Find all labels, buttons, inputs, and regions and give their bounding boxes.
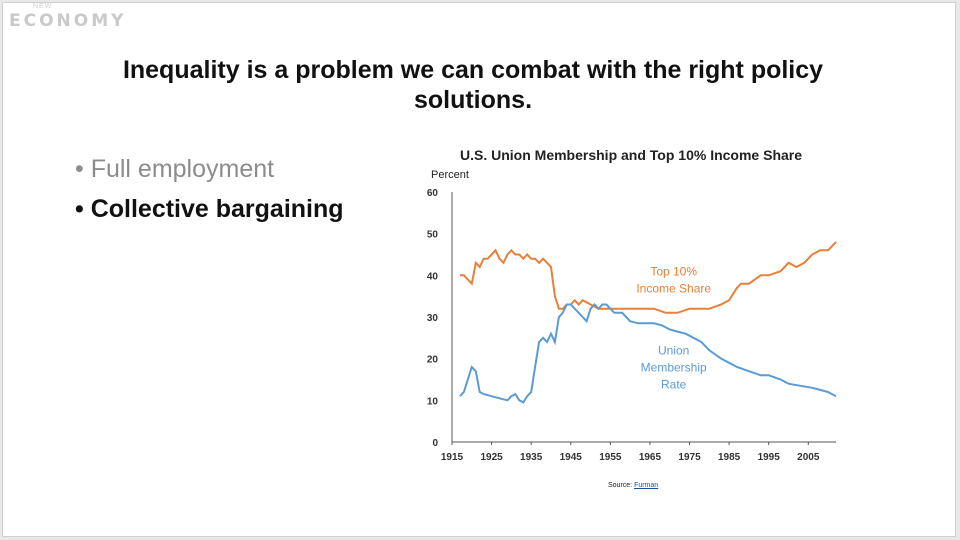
- source-label: Source:: [608, 482, 633, 489]
- y-tick-label: 0: [432, 438, 438, 449]
- series-annotation: Union: [658, 344, 689, 358]
- x-tick-label: 1915: [441, 452, 464, 463]
- series-annotation: Top 10%: [650, 264, 697, 278]
- series-annotation: Income Share: [636, 281, 711, 295]
- y-axis-label: Percent: [431, 169, 469, 181]
- x-tick-label: 1975: [678, 452, 701, 463]
- slide-title-line2: solutions.: [413, 86, 533, 114]
- x-tick-label: 1995: [758, 452, 781, 463]
- y-tick-label: 40: [427, 271, 439, 282]
- x-tick-label: 1955: [599, 452, 622, 463]
- slide-title-line1: Inequality is a problem we can combat wi…: [122, 56, 824, 84]
- series-annotation: Membership: [641, 361, 707, 375]
- series-line-top10-income-share: [459, 241, 837, 314]
- slide-title: Inequality is a problem we can combat wi…: [43, 55, 903, 115]
- y-tick-label: 60: [427, 188, 439, 199]
- series-annotation: Rate: [661, 378, 687, 392]
- chart-container: U.S. Union Membership and Top 10% Income…: [412, 140, 842, 475]
- y-tick-label: 10: [427, 396, 439, 407]
- y-tick-label: 50: [427, 230, 439, 241]
- y-tick-label: 30: [427, 313, 439, 324]
- series-line-union-membership-rate: [459, 303, 837, 404]
- source-link[interactable]: Furman: [634, 482, 659, 489]
- logo: ECONOMY: [9, 11, 127, 31]
- x-tick-label: 1945: [560, 452, 583, 463]
- logo-small-text: NEW: [33, 3, 53, 10]
- x-tick-label: 1935: [520, 452, 543, 463]
- bullet-list: • Full employment • Collective bargainin…: [75, 149, 344, 229]
- x-tick-label: 1925: [480, 452, 503, 463]
- source-note: Source: Furman: [608, 482, 658, 489]
- header-strip: NEW ECONOMY: [3, 3, 955, 37]
- y-tick-label: 20: [427, 355, 439, 366]
- bullet-full-employment: • Full employment: [75, 155, 275, 183]
- chart-title: U.S. Union Membership and Top 10% Income…: [460, 147, 802, 163]
- x-tick-label: 1965: [639, 452, 662, 463]
- x-tick-label: 2005: [797, 452, 820, 463]
- bullet-collective-bargaining: • Collective bargaining: [75, 195, 344, 223]
- union-income-chart: U.S. Union Membership and Top 10% Income…: [427, 147, 837, 463]
- x-tick-label: 1985: [718, 452, 741, 463]
